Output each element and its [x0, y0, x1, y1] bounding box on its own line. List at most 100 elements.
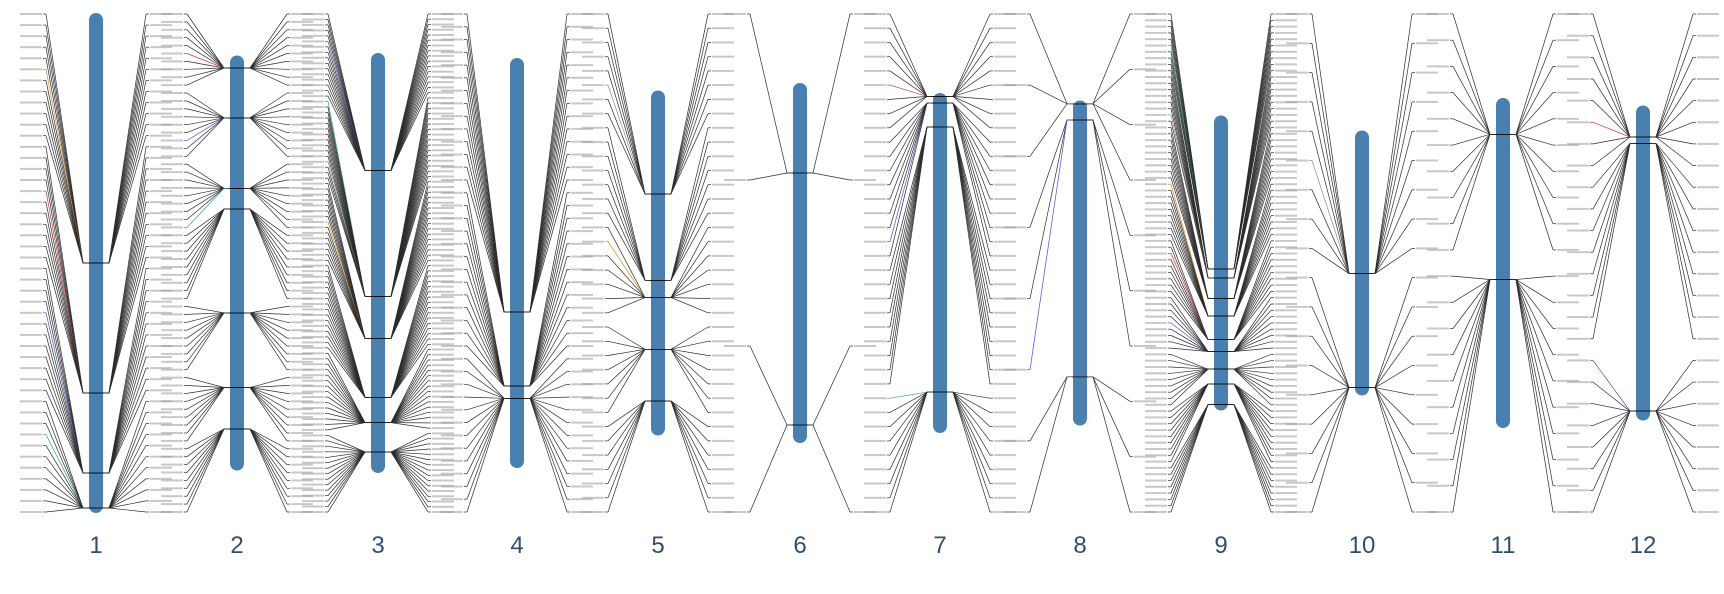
marker-label — [302, 155, 324, 158]
marker-label — [1145, 19, 1167, 22]
marker-connector-line — [1170, 234, 1214, 317]
marker-label — [1416, 188, 1438, 191]
marker-label — [302, 505, 324, 508]
marker-label — [20, 311, 42, 314]
marker-label — [582, 397, 604, 400]
marker-label — [161, 345, 183, 347]
marker-label — [1145, 50, 1167, 53]
marker-label — [1275, 277, 1297, 280]
marker-label — [582, 496, 604, 499]
marker-label — [582, 41, 604, 44]
marker-label — [1286, 188, 1308, 191]
marker-label — [864, 340, 886, 343]
marker-label — [161, 424, 183, 426]
marker-label — [20, 356, 42, 359]
marker-label — [432, 170, 454, 173]
marker-label — [582, 240, 604, 243]
marker-label — [994, 112, 1016, 115]
marker-connector-line — [947, 391, 991, 484]
marker-label — [1275, 63, 1297, 66]
marker-label — [150, 444, 172, 447]
marker-label — [1697, 121, 1719, 124]
marker-label — [302, 248, 324, 251]
marker-connector-line — [186, 208, 230, 268]
marker-label — [1567, 99, 1589, 102]
marker-label — [1145, 94, 1167, 97]
marker-connector-line — [665, 348, 709, 371]
marker-label — [432, 18, 454, 21]
marker-label — [441, 255, 463, 258]
marker-label — [150, 245, 172, 248]
marker-label — [571, 332, 593, 335]
marker-label — [302, 319, 324, 322]
marker-label — [302, 215, 324, 218]
marker-label — [582, 212, 604, 215]
marker-label — [1145, 214, 1167, 217]
marker-label — [1275, 120, 1297, 123]
marker-label — [994, 69, 1016, 72]
marker-label — [1145, 183, 1167, 186]
marker-connector-line — [1228, 234, 1272, 317]
marker-label — [161, 210, 183, 213]
marker-label — [432, 311, 454, 314]
marker-label — [161, 337, 183, 340]
marker-label — [291, 60, 313, 63]
marker-label — [302, 89, 324, 92]
marker-connector-line — [889, 96, 933, 129]
marker-label — [1275, 170, 1297, 173]
marker-label — [1145, 195, 1167, 198]
marker-connector-line — [1650, 142, 1694, 274]
marker-label — [161, 360, 183, 363]
marker-label — [1275, 19, 1297, 22]
marker-label — [441, 511, 463, 513]
marker-label — [432, 96, 454, 99]
marker-label — [994, 183, 1016, 186]
marker-label — [1275, 25, 1297, 28]
marker-label — [864, 112, 886, 115]
marker-label — [582, 439, 604, 442]
marker-label — [302, 237, 324, 240]
marker-connector-line — [1592, 142, 1636, 318]
marker-label — [302, 73, 324, 76]
marker-label — [20, 223, 42, 226]
marker-label — [432, 359, 454, 361]
marker-label — [864, 126, 886, 129]
marker-label — [1145, 492, 1167, 495]
marker-connector-line — [1650, 410, 1694, 469]
marker-label — [441, 242, 463, 245]
marker-label — [1134, 400, 1156, 403]
marker-label — [1275, 176, 1297, 179]
marker-label — [1275, 366, 1297, 368]
marker-connector-line — [385, 422, 429, 429]
marker-label — [1567, 272, 1589, 275]
marker-label — [571, 345, 593, 347]
marker-label — [441, 76, 463, 79]
marker-connector-line — [327, 260, 371, 339]
marker-connector-line — [45, 47, 89, 264]
marker-label — [582, 13, 604, 15]
marker-label — [161, 266, 183, 268]
chromosome-number-8: 8 — [1073, 532, 1086, 559]
marker-connector-line — [889, 42, 933, 97]
marker-label — [161, 503, 183, 506]
marker-label — [1134, 123, 1156, 126]
marker-label — [150, 24, 172, 27]
marker-label — [432, 112, 454, 115]
marker-label — [150, 212, 172, 215]
marker-label — [1567, 121, 1589, 124]
marker-label — [20, 389, 42, 392]
marker-label — [571, 102, 593, 105]
marker-connector-line — [186, 187, 230, 228]
marker-label — [291, 76, 313, 79]
marker-label — [1286, 305, 1308, 308]
marker-connector-line — [665, 255, 709, 298]
marker-connector-line — [1592, 142, 1636, 339]
marker-connector-line — [1452, 133, 1496, 224]
marker-label — [302, 221, 324, 223]
marker-connector-line — [186, 428, 230, 513]
marker-label — [712, 84, 734, 87]
marker-label — [302, 439, 324, 442]
marker-connector-line — [1650, 100, 1694, 138]
marker-connector-line — [45, 323, 89, 474]
chromosome-number-5: 5 — [651, 532, 664, 559]
